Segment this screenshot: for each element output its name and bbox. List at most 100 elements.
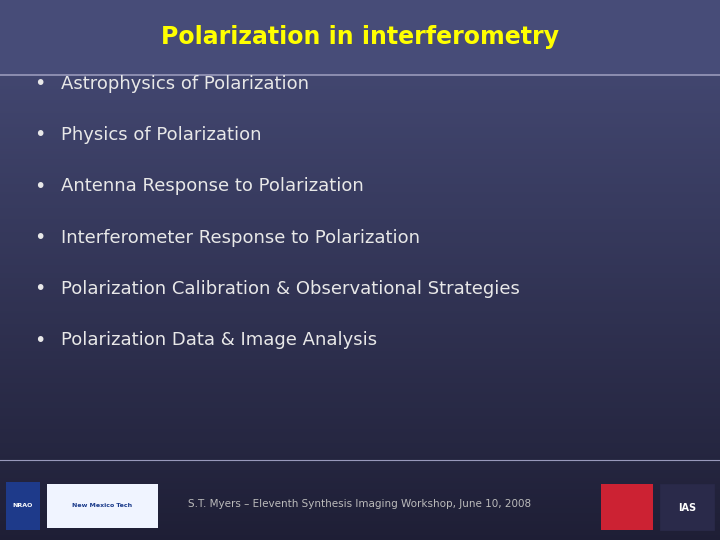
Bar [0, 378, 720, 381]
Bar [0, 170, 720, 173]
Bar [0, 478, 720, 481]
Bar [0, 373, 720, 375]
Bar [601, 484, 653, 530]
Bar [0, 97, 720, 100]
Bar [0, 146, 720, 148]
Bar [0, 22, 720, 24]
Bar [0, 475, 720, 478]
Bar [0, 467, 720, 470]
Bar [0, 302, 720, 305]
Text: IAS: IAS [678, 503, 696, 512]
Bar [0, 335, 720, 338]
Bar [0, 370, 720, 373]
Bar [0, 464, 720, 467]
Bar [0, 408, 720, 410]
Bar [0, 513, 720, 516]
Bar [0, 432, 720, 435]
Bar [0, 324, 720, 327]
Bar [0, 243, 720, 246]
Bar [0, 362, 720, 364]
Bar [0, 392, 720, 394]
Bar [0, 491, 720, 494]
Bar [0, 364, 720, 367]
Bar [0, 524, 720, 526]
Bar [0, 472, 720, 475]
Bar [0, 221, 720, 224]
Bar [0, 200, 720, 202]
Bar [0, 162, 720, 165]
Bar [0, 38, 720, 40]
Bar [0, 400, 720, 402]
Text: Polarization Data & Image Analysis: Polarization Data & Image Analysis [61, 331, 377, 349]
Bar [0, 359, 720, 362]
Bar [0, 213, 720, 216]
Bar [0, 329, 720, 332]
Bar [0, 297, 720, 300]
Bar [0, 135, 720, 138]
Bar [0, 108, 720, 111]
Bar [0, 32, 720, 35]
Bar [0, 167, 720, 170]
Bar [0, 446, 720, 448]
Bar [0, 256, 720, 259]
Bar [0, 270, 720, 273]
Bar [0, 343, 720, 346]
Bar [0, 116, 720, 119]
Bar [0, 418, 720, 421]
Bar [0, 159, 720, 162]
Bar [0, 294, 720, 297]
Bar [0, 105, 720, 108]
Bar [0, 68, 720, 70]
Bar [0, 165, 720, 167]
Bar [0, 308, 720, 310]
Bar [0, 111, 720, 113]
Text: Polarization in interferometry: Polarization in interferometry [161, 25, 559, 49]
Bar [0, 505, 720, 508]
Bar [0, 265, 720, 267]
Bar [6, 482, 40, 530]
Bar [0, 227, 720, 229]
Bar [0, 435, 720, 437]
Bar [0, 46, 720, 49]
Bar [0, 151, 720, 154]
Bar [0, 537, 720, 540]
Bar [47, 484, 158, 528]
Bar [0, 184, 720, 186]
Bar [0, 94, 720, 97]
Bar [0, 394, 720, 397]
Bar [0, 5, 720, 8]
Bar [0, 73, 720, 76]
Bar [0, 278, 720, 281]
Bar [0, 248, 720, 251]
Bar [0, 154, 720, 157]
Bar [0, 70, 720, 73]
Bar [0, 76, 720, 78]
Bar [0, 284, 720, 286]
Bar [0, 251, 720, 254]
Bar [0, 240, 720, 243]
Bar [0, 289, 720, 292]
Bar [0, 197, 720, 200]
Bar [0, 489, 720, 491]
Text: Physics of Polarization: Physics of Polarization [61, 126, 261, 144]
Bar [0, 397, 720, 400]
Bar [0, 208, 720, 211]
Bar [0, 119, 720, 122]
Text: Astrophysics of Polarization: Astrophysics of Polarization [61, 75, 309, 93]
Bar [0, 59, 720, 62]
Bar [0, 103, 720, 105]
Bar [0, 356, 720, 359]
Bar [0, 216, 720, 219]
Text: •: • [34, 177, 45, 196]
Bar [0, 338, 720, 340]
Bar [0, 340, 720, 343]
Bar [0, 521, 720, 524]
Bar [0, 332, 720, 335]
Bar [0, 11, 720, 14]
Bar [0, 219, 720, 221]
Text: •: • [34, 228, 45, 247]
Bar [0, 346, 720, 348]
Bar [0, 3, 720, 5]
Bar [0, 494, 720, 497]
Bar [0, 462, 720, 464]
